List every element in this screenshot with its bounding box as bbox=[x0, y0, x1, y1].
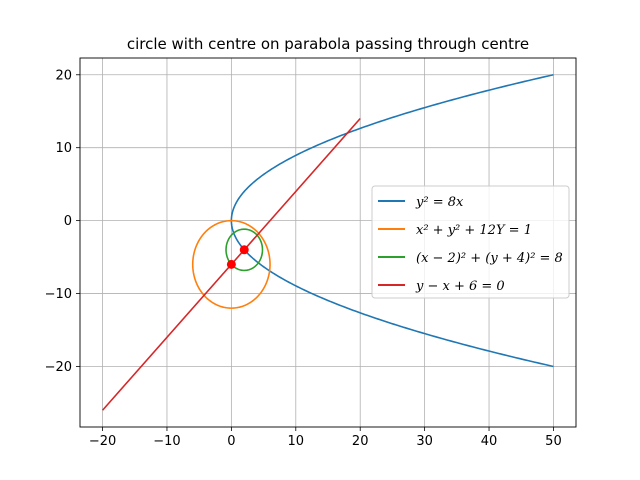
y-tick-label: 20 bbox=[55, 68, 72, 83]
x-tick-label: 0 bbox=[227, 434, 235, 449]
y-tick-label: 10 bbox=[55, 141, 72, 156]
data-point bbox=[226, 259, 236, 269]
x-tick-label: −20 bbox=[89, 434, 116, 449]
x-tick-label: 40 bbox=[481, 434, 498, 449]
legend-label-parabola: y² = 8x bbox=[415, 195, 464, 210]
orange-circle-curve bbox=[191, 219, 271, 309]
legend: y² = 8x x² + y² + 12Y = 1 (x − 2)² + (y … bbox=[371, 185, 570, 299]
plot-area bbox=[101, 73, 554, 411]
axes-frame bbox=[79, 57, 577, 428]
x-tick-label: 50 bbox=[545, 434, 562, 449]
x-tick-label: −10 bbox=[153, 434, 180, 449]
chart-title: circle with centre on parabola passing t… bbox=[127, 35, 529, 53]
y-tick-label: 0 bbox=[64, 214, 72, 229]
x-tick-label: 20 bbox=[352, 434, 369, 449]
green-circle-curve bbox=[225, 228, 264, 272]
x-tick-label: 10 bbox=[288, 434, 305, 449]
y-tick-label: −10 bbox=[45, 287, 72, 302]
legend-label-orange-circle: x² + y² + 12Y = 1 bbox=[416, 223, 532, 238]
axes: −20 −10 0 10 20 30 40 50 −20 −10 0 10 20 bbox=[45, 57, 577, 449]
legend-label-green-circle: (x − 2)² + (y + 4)² = 8 bbox=[416, 251, 563, 266]
data-point bbox=[239, 245, 249, 255]
legend-box bbox=[371, 185, 570, 299]
x-tick-label: 30 bbox=[416, 434, 433, 449]
y-tick-label: −20 bbox=[45, 360, 72, 375]
legend-label-line: y − x + 6 = 0 bbox=[415, 279, 505, 294]
